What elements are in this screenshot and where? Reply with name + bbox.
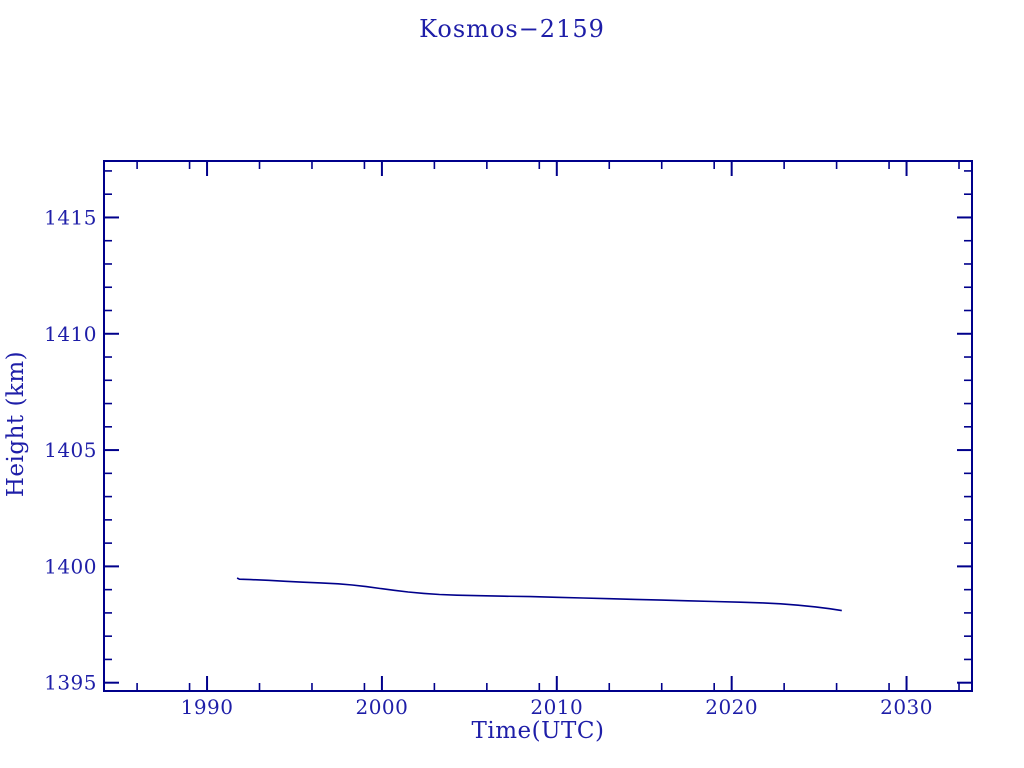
y-tick-label: 1405 (44, 438, 97, 462)
chart-title: Kosmos−2159 (419, 15, 605, 43)
x-axis-title: Time(UTC) (471, 718, 605, 744)
x-tick-label: 2000 (355, 695, 408, 719)
y-tick-label: 1400 (44, 554, 97, 578)
plot-frame (103, 160, 973, 692)
y-axis-title: Height (km) (3, 350, 29, 498)
data-line-orbit-height (236, 577, 842, 612)
x-tick-label: 2020 (705, 695, 758, 719)
y-tick-label: 1415 (44, 205, 97, 229)
y-tick-label: 1395 (44, 671, 97, 695)
x-tick-label: 1990 (181, 695, 234, 719)
y-tick-label: 1410 (44, 322, 97, 346)
x-tick-label: 2030 (880, 695, 933, 719)
x-tick-label: 2010 (530, 695, 583, 719)
